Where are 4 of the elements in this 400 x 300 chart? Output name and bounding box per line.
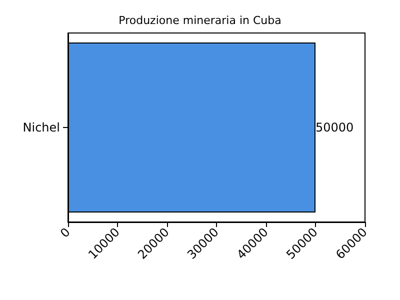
data-label: 50000 [316,120,354,134]
x-tick-label: 0 [58,225,73,240]
y-tick-label: Nichel [22,120,60,134]
chart-title: Produzione mineraria in Cuba [118,14,282,27]
